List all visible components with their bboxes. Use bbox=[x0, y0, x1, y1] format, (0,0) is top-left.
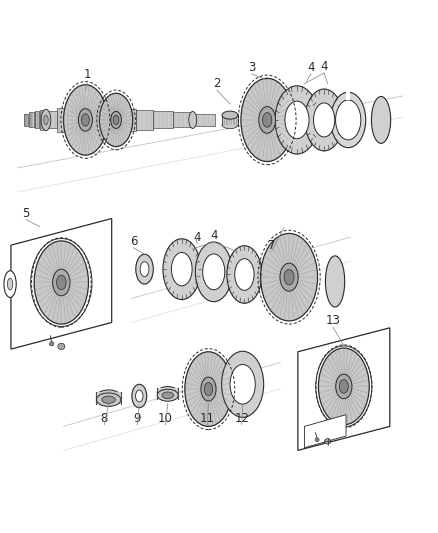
Ellipse shape bbox=[185, 352, 232, 426]
Text: 4: 4 bbox=[320, 60, 328, 73]
Ellipse shape bbox=[241, 78, 293, 161]
Ellipse shape bbox=[339, 379, 348, 393]
Text: 7: 7 bbox=[268, 239, 276, 252]
Ellipse shape bbox=[195, 242, 232, 302]
Ellipse shape bbox=[140, 262, 149, 277]
Ellipse shape bbox=[336, 374, 352, 399]
Bar bbox=[46, 111, 57, 128]
Ellipse shape bbox=[262, 112, 272, 127]
Ellipse shape bbox=[135, 390, 143, 402]
Ellipse shape bbox=[53, 269, 70, 296]
Ellipse shape bbox=[371, 96, 391, 143]
Bar bbox=[35, 111, 39, 128]
Bar bbox=[40, 110, 44, 130]
Bar bbox=[116, 109, 136, 131]
Ellipse shape bbox=[203, 254, 225, 290]
Ellipse shape bbox=[81, 114, 89, 126]
Ellipse shape bbox=[41, 109, 51, 131]
Polygon shape bbox=[157, 389, 178, 399]
Ellipse shape bbox=[314, 103, 335, 137]
Ellipse shape bbox=[99, 93, 133, 147]
Ellipse shape bbox=[280, 263, 298, 291]
Ellipse shape bbox=[162, 392, 173, 399]
Polygon shape bbox=[304, 415, 346, 448]
Bar bbox=[136, 110, 153, 130]
Ellipse shape bbox=[201, 377, 216, 401]
Ellipse shape bbox=[163, 239, 201, 300]
Ellipse shape bbox=[222, 120, 238, 128]
Text: 6: 6 bbox=[130, 235, 138, 248]
Bar bbox=[153, 111, 173, 128]
Ellipse shape bbox=[111, 111, 121, 128]
Ellipse shape bbox=[331, 92, 366, 148]
Bar bbox=[193, 114, 215, 126]
Ellipse shape bbox=[58, 343, 65, 350]
Bar bbox=[346, 90, 350, 100]
Bar bbox=[173, 112, 193, 127]
Ellipse shape bbox=[7, 278, 13, 290]
Bar bbox=[70, 105, 85, 135]
Text: 4: 4 bbox=[193, 231, 201, 244]
Ellipse shape bbox=[275, 86, 319, 154]
Text: 2: 2 bbox=[213, 77, 221, 90]
Text: 9: 9 bbox=[133, 412, 141, 425]
Text: 10: 10 bbox=[158, 412, 173, 425]
Ellipse shape bbox=[113, 115, 119, 125]
Ellipse shape bbox=[336, 100, 361, 140]
Text: 1: 1 bbox=[84, 68, 92, 81]
Polygon shape bbox=[222, 115, 238, 125]
Ellipse shape bbox=[132, 384, 147, 408]
Bar bbox=[99, 105, 116, 135]
Ellipse shape bbox=[4, 271, 16, 297]
Ellipse shape bbox=[325, 256, 345, 307]
Ellipse shape bbox=[325, 439, 331, 444]
Text: 5: 5 bbox=[23, 207, 30, 220]
Polygon shape bbox=[298, 328, 390, 450]
Ellipse shape bbox=[44, 115, 48, 125]
Text: 4: 4 bbox=[210, 229, 218, 242]
Text: 8: 8 bbox=[101, 412, 108, 425]
Ellipse shape bbox=[189, 111, 197, 128]
Text: 12: 12 bbox=[234, 412, 249, 425]
Ellipse shape bbox=[57, 275, 66, 290]
Ellipse shape bbox=[157, 386, 178, 399]
Text: 4: 4 bbox=[307, 61, 315, 74]
Ellipse shape bbox=[315, 438, 319, 441]
Ellipse shape bbox=[157, 389, 178, 401]
Ellipse shape bbox=[230, 365, 255, 404]
Ellipse shape bbox=[171, 253, 192, 286]
Ellipse shape bbox=[285, 101, 309, 139]
Bar bbox=[29, 112, 34, 127]
Ellipse shape bbox=[96, 393, 121, 406]
Bar bbox=[57, 108, 70, 132]
Text: 13: 13 bbox=[325, 314, 340, 327]
Ellipse shape bbox=[96, 390, 121, 403]
Ellipse shape bbox=[204, 383, 213, 395]
Bar bbox=[24, 114, 28, 126]
Ellipse shape bbox=[222, 111, 238, 119]
Ellipse shape bbox=[102, 396, 115, 403]
Ellipse shape bbox=[49, 342, 54, 346]
Polygon shape bbox=[11, 219, 112, 349]
Ellipse shape bbox=[136, 254, 153, 284]
Ellipse shape bbox=[235, 259, 254, 290]
Text: 3: 3 bbox=[248, 61, 255, 74]
Ellipse shape bbox=[261, 233, 318, 321]
Ellipse shape bbox=[318, 348, 369, 425]
Ellipse shape bbox=[222, 351, 264, 417]
Ellipse shape bbox=[284, 270, 294, 285]
Ellipse shape bbox=[78, 109, 92, 131]
Text: 11: 11 bbox=[200, 412, 215, 425]
Polygon shape bbox=[96, 392, 121, 405]
Ellipse shape bbox=[34, 241, 88, 324]
Ellipse shape bbox=[227, 246, 262, 303]
Bar bbox=[85, 108, 99, 132]
Ellipse shape bbox=[64, 85, 107, 155]
Ellipse shape bbox=[305, 89, 343, 151]
Ellipse shape bbox=[259, 107, 276, 133]
